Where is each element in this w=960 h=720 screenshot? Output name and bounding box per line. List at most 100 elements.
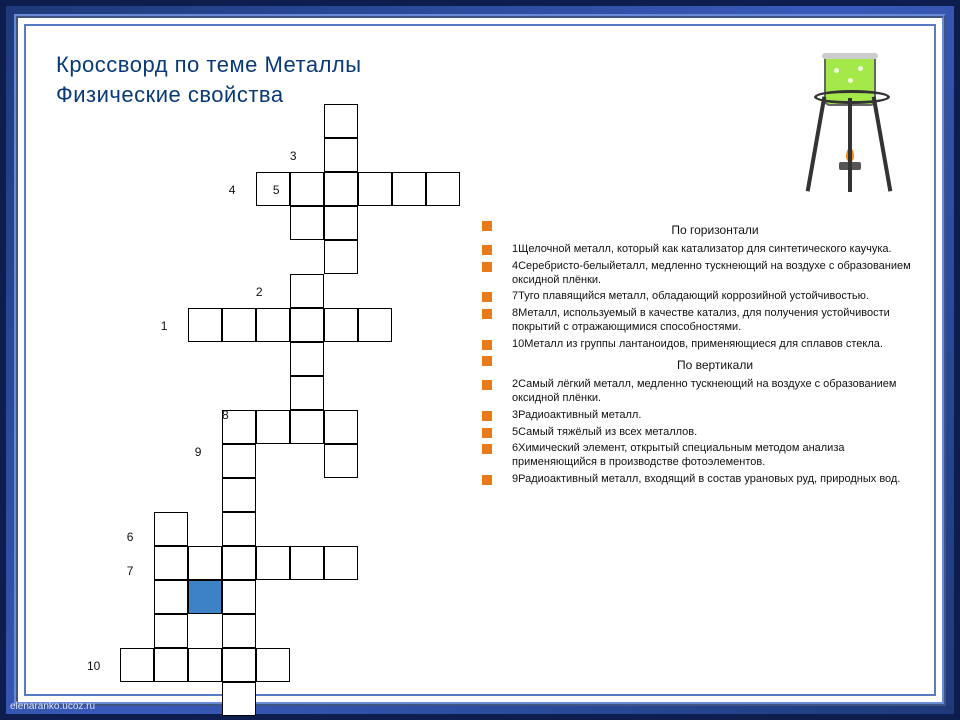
bullet-icon (482, 380, 492, 390)
grid-cell (222, 614, 256, 648)
grid-cell (290, 308, 324, 342)
grid-cell (222, 682, 256, 716)
title-line-1: Кроссворд по теме Металлы (56, 50, 362, 80)
bullet-icon (482, 411, 492, 421)
grid-number: 3 (290, 149, 297, 163)
bullet-icon (482, 444, 492, 454)
grid-cell (324, 104, 358, 138)
grid-cell (188, 308, 222, 342)
clue-text: 2Самый лёгкий металл, медленно тускнеющи… (512, 378, 918, 406)
grid-cell (222, 308, 256, 342)
grid-number: 10 (87, 659, 100, 673)
grid-number: 7 (127, 564, 134, 578)
stand-leg (806, 96, 827, 191)
grid-cell (324, 308, 358, 342)
clue-text: 6Химический элемент, открытый специальны… (512, 442, 918, 470)
clue-row: 1Щелочной металл, который как катализато… (478, 243, 918, 257)
grid-cell (324, 138, 358, 172)
stand-leg (848, 98, 852, 192)
grid-cell (222, 648, 256, 682)
across-heading: По горизонтали (512, 223, 918, 238)
clue-row: 9Радиоактивный металл, входящий в состав… (478, 473, 918, 487)
bullet-icon (482, 245, 492, 255)
grid-cell (222, 444, 256, 478)
grid-cell (290, 410, 324, 444)
grid-cell (188, 648, 222, 682)
grid-cell (256, 410, 290, 444)
clue-text: 1Щелочной металл, который как катализато… (512, 243, 918, 257)
grid-cell (222, 580, 256, 614)
bullet-icon (482, 475, 492, 485)
clue-row: 5Самый тяжёлый из всех металлов. (478, 426, 918, 440)
clue-text: 5Самый тяжёлый из всех металлов. (512, 426, 918, 440)
grid-cell (324, 240, 358, 274)
clues-panel: По горизонтали 1Щелочной металл, который… (478, 216, 918, 490)
clue-row: 4Серебристо-белыйеталл, медленно тускнею… (478, 260, 918, 288)
bullet-icon (482, 356, 492, 366)
grid-cell (324, 546, 358, 580)
grid-cell (188, 546, 222, 580)
clue-row: 7Туго плавящийся металл, обладающий корр… (478, 290, 918, 304)
grid-number: 2 (256, 285, 263, 299)
grid-cell (392, 172, 426, 206)
clue-text: 10Металл из группы лантаноидов, применяю… (512, 338, 918, 352)
grid-cell (154, 512, 188, 546)
grid-cell (120, 648, 154, 682)
clue-row: 2Самый лёгкий металл, медленно тускнеющи… (478, 378, 918, 406)
clue-row: 10Металл из группы лантаноидов, применяю… (478, 338, 918, 352)
clue-text: 8Металл, используемый в качестве катализ… (512, 307, 918, 335)
grid-cell (358, 172, 392, 206)
grid-cell (222, 546, 256, 580)
grid-cell (324, 410, 358, 444)
down-heading: По вертикали (512, 358, 918, 373)
title-block: Кроссворд по теме Металлы Физические сво… (56, 50, 362, 110)
grid-number: 4 (229, 183, 236, 197)
clue-section-heading-down: По вертикали (478, 354, 918, 375)
grid-cell (426, 172, 460, 206)
grid-cell (290, 342, 324, 376)
grid-cell (188, 580, 222, 614)
clue-text: 3Радиоактивный металл. (512, 409, 918, 423)
grid-number: 9 (195, 445, 202, 459)
grid-cell (324, 444, 358, 478)
clue-text: 7Туго плавящийся металл, обладающий корр… (512, 290, 918, 304)
clue-row: 6Химический элемент, открытый специальны… (478, 442, 918, 470)
grid-cell (222, 478, 256, 512)
grid-number: 5 (273, 183, 280, 197)
grid-number: 1 (161, 319, 168, 333)
bullet-icon (482, 428, 492, 438)
stand-leg (872, 96, 893, 191)
down-clue-list: 2Самый лёгкий металл, медленно тускнеющи… (478, 378, 918, 486)
grid-cell (154, 546, 188, 580)
grid-cell (256, 546, 290, 580)
grid-cell (324, 206, 358, 240)
burner-illustration (794, 56, 904, 196)
attribution-text: elenaranko.ucoz.ru (10, 701, 95, 712)
grid-number: 6 (127, 530, 134, 544)
grid-cell (256, 648, 290, 682)
across-clue-list: 1Щелочной металл, который как катализато… (478, 243, 918, 351)
grid-cell (290, 376, 324, 410)
grid-cell (256, 308, 290, 342)
grid-cell (290, 274, 324, 308)
bullet-icon (482, 262, 492, 272)
page-canvas: Кроссворд по теме Металлы Физические сво… (24, 24, 936, 696)
bullet-icon (482, 340, 492, 350)
bullet-icon (482, 221, 492, 231)
frame-ridge: Кроссворд по теме Металлы Физические сво… (14, 14, 946, 706)
grid-cell (324, 172, 358, 206)
grid-cell (358, 308, 392, 342)
grid-cell (154, 614, 188, 648)
clue-section-heading-across: По горизонтали (478, 219, 918, 240)
decorative-frame: Кроссворд по теме Металлы Физические сво… (0, 0, 960, 720)
grid-cell (154, 648, 188, 682)
title-line-2: Физические свойства (56, 80, 362, 110)
bullet-icon (482, 309, 492, 319)
bullet-icon (482, 292, 492, 302)
grid-number: 8 (222, 408, 229, 422)
grid-cell (290, 172, 324, 206)
grid-cell (222, 512, 256, 546)
grid-cell (154, 580, 188, 614)
clue-row: 8Металл, используемый в качестве катализ… (478, 307, 918, 335)
grid-cell (290, 546, 324, 580)
